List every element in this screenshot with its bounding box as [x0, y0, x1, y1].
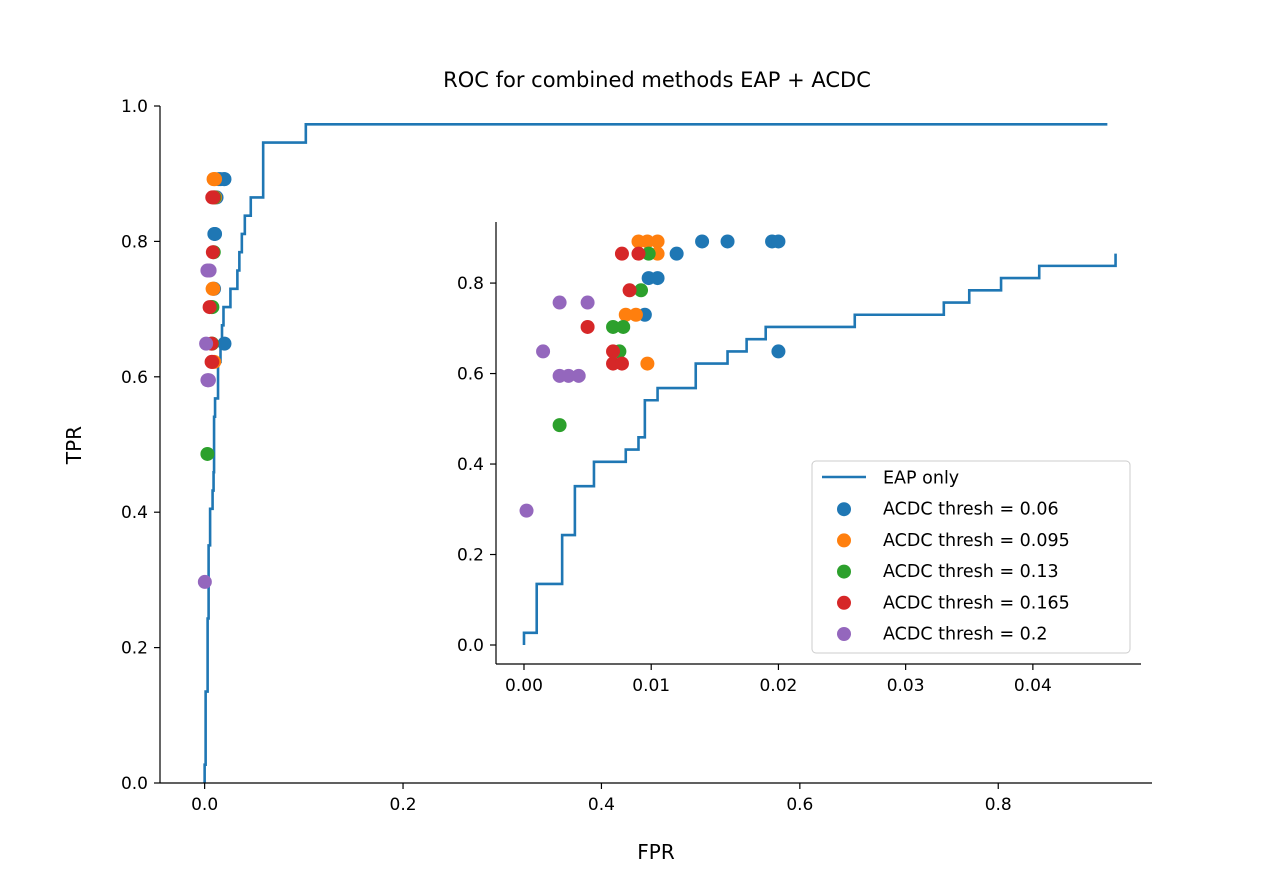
main-x-tick-label: 0.2	[390, 795, 417, 815]
inset-y-tick-label: 0.4	[457, 455, 484, 475]
main-x-tick-label: 0.8	[985, 795, 1012, 815]
legend-swatch-acdc-5	[837, 627, 851, 641]
inset-acdc-point-series-4	[606, 344, 621, 359]
inset-acdc-point-series-1	[650, 271, 665, 286]
legend-swatch-acdc-2	[837, 533, 851, 548]
inset-acdc-point-series-3	[606, 319, 621, 334]
chart-title: ROC for combined methods EAP + ACDC	[443, 68, 871, 92]
inset-acdc-point-series-1	[771, 234, 786, 249]
inset-axes: 0.00 0.01 0.02 0.03 0.04 0.0 0.2 0.4 0.6 0.8 EAP…	[457, 222, 1141, 696]
main-y-ticks: 0.0 0.2 0.4 0.6 0.8 1.0	[121, 97, 160, 794]
inset-y-tick-label: 0.8	[457, 274, 484, 294]
main-axes: 0.0 0.2 0.4 0.6 0.8 0.0 0.2 0.4 0.6 0.8 1.0 FPR T…	[62, 97, 1152, 864]
main-acdc-point-series-3	[200, 446, 215, 461]
main-y-tick-label: 0.4	[121, 503, 148, 523]
main-acdc-point-series-4	[202, 300, 217, 315]
x-axis-title: FPR	[637, 840, 675, 864]
inset-acdc-point-series-2	[628, 307, 643, 322]
inset-acdc-point-series-5	[536, 344, 551, 359]
inset-acdc-point-series-1	[695, 234, 710, 249]
inset-acdc-point-series-1	[771, 344, 786, 359]
inset-x-tick-label: 0.01	[632, 676, 670, 696]
inset-x-ticks: 0.00 0.01 0.02 0.03 0.04	[505, 664, 1052, 696]
legend-label: ACDC thresh = 0.165	[883, 593, 1070, 613]
inset-acdc-point-series-2	[618, 307, 633, 322]
main-x-tick-label: 0.4	[588, 795, 615, 815]
main-acdc-point-series-2	[206, 281, 221, 296]
main-y-tick-label: 1.0	[121, 97, 148, 117]
inset-acdc-point-series-3	[641, 246, 656, 261]
inset-acdc-point-series-3	[552, 418, 567, 433]
inset-acdc-point-series-3	[616, 319, 631, 334]
inset-acdc-point-series-1	[720, 234, 735, 249]
inset-acdc-point-series-5	[571, 368, 586, 383]
legend-swatch-acdc-3	[837, 564, 851, 579]
inset-acdc-point-series-3	[634, 283, 649, 298]
main-acdc-point-series-1	[217, 336, 232, 351]
inset-eap-only-line	[522, 253, 1117, 645]
main-x-ticks: 0.0 0.2 0.4 0.6 0.8	[191, 783, 1012, 815]
main-acdc-point-series-4	[206, 190, 221, 205]
inset-y-tick-label: 0.6	[457, 365, 484, 385]
y-axis-title: TPR	[62, 426, 86, 465]
inset-x-tick-label: 0.02	[759, 676, 797, 696]
legend-frame	[811, 460, 1131, 654]
main-acdc-point-series-2	[208, 172, 223, 187]
legend-entries: EAP only ACDC thresh = 0.06 ACDC thresh = …	[822, 469, 1070, 645]
main-acdc-point-series-5	[199, 336, 214, 351]
legend-swatch-acdc-4	[837, 595, 851, 610]
inset-acdc-point-series-2	[650, 234, 665, 249]
main-acdc-point-series-5	[201, 373, 216, 388]
main-acdc-point-series-4	[205, 354, 220, 369]
inset-x-tick-label: 0.03	[887, 676, 925, 696]
main-y-tick-label: 0.2	[121, 639, 148, 659]
legend-label: ACDC thresh = 0.13	[883, 562, 1059, 582]
inset-y-tick-label: 0.2	[457, 546, 484, 566]
inset-y-ticks: 0.0 0.2 0.4 0.6 0.8	[457, 274, 496, 656]
main-acdc-point-series-4	[205, 245, 220, 260]
main-y-tick-label: 0.8	[121, 232, 148, 252]
inset-acdc-point-series-2	[640, 356, 655, 371]
legend-label: ACDC thresh = 0.2	[883, 625, 1048, 645]
inset-acdc-point-series-4	[614, 246, 629, 261]
main-acdc-point-series-5	[202, 263, 217, 278]
inset-acdc-point-series-4	[580, 319, 595, 334]
legend-swatch-acdc-1	[837, 502, 851, 517]
inset-acdc-point-series-4	[614, 356, 629, 371]
inset-acdc-point-series-1	[669, 246, 684, 261]
legend-label: ACDC thresh = 0.06	[883, 500, 1059, 520]
main-y-tick-label: 0.0	[121, 774, 148, 794]
inset-x-tick-label: 0.00	[505, 676, 543, 696]
main-y-tick-label: 0.6	[121, 368, 148, 388]
inset-acdc-point-series-5	[552, 295, 567, 310]
main-x-tick-label: 0.6	[786, 795, 813, 815]
inset-acdc-point-series-2	[640, 234, 655, 249]
main-acdc-point-series-1	[208, 226, 223, 241]
inset-x-tick-label: 0.04	[1014, 676, 1052, 696]
inset-acdc-point-series-5	[580, 295, 595, 310]
main-plot-area	[197, 122, 1108, 783]
legend-label: EAP only	[883, 469, 959, 489]
main-x-tick-label: 0.0	[191, 795, 218, 815]
inset-plot-area	[519, 234, 1117, 645]
inset-acdc-point-series-5	[519, 503, 534, 518]
inset-acdc-point-series-5	[561, 368, 576, 383]
legend-label: ACDC thresh = 0.095	[883, 531, 1070, 551]
main-acdc-point-series-5	[197, 574, 212, 589]
inset-acdc-point-series-4	[631, 246, 646, 261]
inset-y-tick-label: 0.0	[457, 636, 484, 656]
inset-acdc-point-series-4	[622, 283, 637, 298]
legend: EAP only ACDC thresh = 0.06 ACDC thresh = …	[811, 460, 1131, 654]
